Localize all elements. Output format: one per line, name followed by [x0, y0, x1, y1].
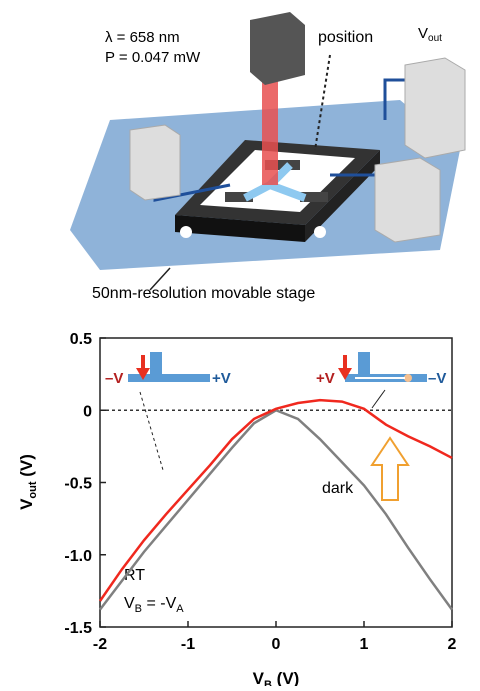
bias-part: = -V: [142, 595, 177, 612]
y-tick-label: -1.5: [64, 620, 92, 637]
series-line: [100, 400, 452, 601]
stage-label: 50nm-resolution movable stage: [92, 285, 315, 302]
x-tick-label: -1: [181, 636, 195, 653]
wheel: [314, 226, 326, 238]
x-tick-label: 0: [272, 636, 281, 653]
probe-box: [405, 58, 465, 158]
laser-beam: [262, 80, 278, 185]
y-tick-label: -0.5: [64, 476, 92, 493]
insets: –V +V +V –V: [105, 352, 446, 500]
bias-label: VB = -VA: [124, 595, 184, 615]
x-label-part: V: [253, 669, 265, 686]
wheel: [180, 226, 192, 238]
orange-arrow: [372, 438, 408, 500]
inset-spot: [404, 374, 412, 382]
bias-part: A: [176, 603, 184, 615]
figure: λ = 658 nm P = 0.047 mW position Vout 50…: [0, 0, 480, 686]
x-tick-label: -2: [93, 636, 107, 653]
y-tick-label: 0.5: [70, 331, 92, 348]
probe-box: [375, 158, 440, 242]
x-tick-label: 1: [360, 636, 369, 653]
wavelength: λ = 658 nm: [105, 29, 180, 46]
pointer: [372, 390, 385, 408]
inset-label: –V: [105, 370, 123, 387]
laser: [250, 12, 305, 85]
dark-label: dark: [322, 480, 354, 497]
inset-label: +V: [316, 370, 335, 387]
y-label-part: (V): [17, 454, 36, 481]
y-label-part: out: [27, 481, 39, 498]
x-axis-label: VB (V): [253, 669, 300, 686]
pointer: [140, 392, 163, 470]
x-label-part: B: [264, 679, 272, 686]
bias-part: B: [135, 603, 142, 615]
schematic: λ = 658 nm P = 0.047 mW position Vout 50…: [70, 12, 465, 302]
x-tick-label: 2: [448, 636, 457, 653]
x-label-part: (V): [272, 669, 299, 686]
power: P = 0.047 mW: [105, 49, 201, 66]
vout-sub: out: [428, 33, 442, 44]
probe-box: [130, 125, 180, 200]
position-label: position: [318, 29, 373, 46]
page: λ = 658 nm P = 0.047 mW position Vout 50…: [0, 0, 480, 686]
bias-part: V: [124, 595, 135, 612]
y-axis-label: Vout (V): [17, 454, 39, 510]
inset-label: –V: [428, 370, 446, 387]
y-tick-label: -1.0: [64, 548, 92, 565]
vout-main: V: [418, 25, 428, 42]
inset-stem: [358, 352, 370, 374]
y-tick-label: 0: [83, 403, 92, 420]
inset-label: +V: [212, 370, 231, 387]
inset-stem: [150, 352, 162, 374]
vout-label: Vout: [418, 25, 442, 44]
series-line: [100, 410, 452, 609]
y-label-part: V: [17, 498, 36, 510]
